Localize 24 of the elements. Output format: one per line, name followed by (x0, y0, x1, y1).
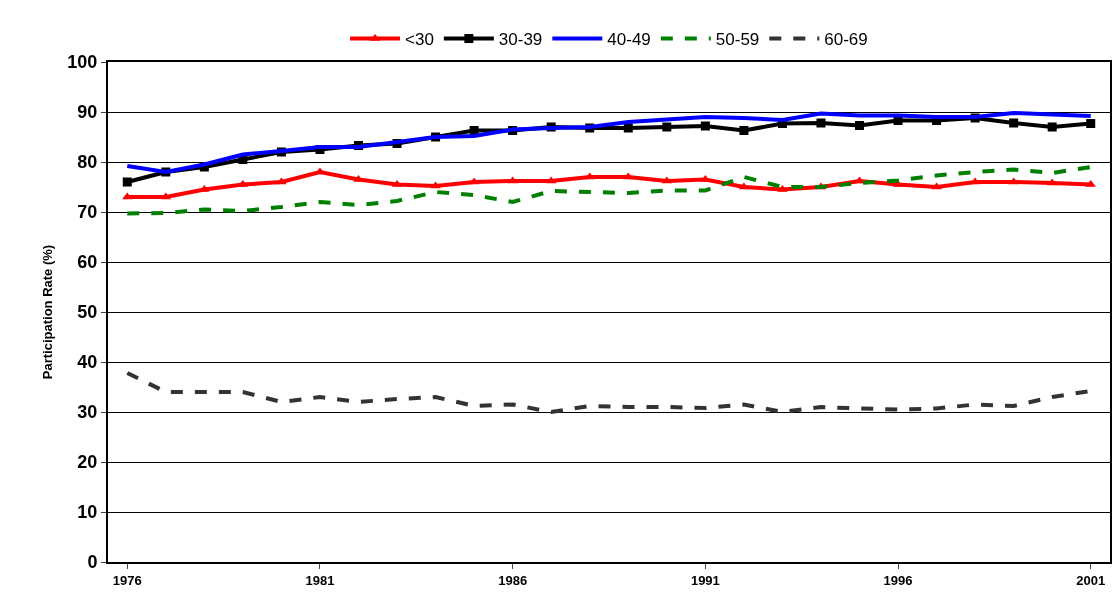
y-tick-label: 10 (77, 502, 98, 523)
x-tick-label: 1996 (883, 572, 913, 588)
y-tick-label: 20 (77, 452, 98, 473)
x-tick-label: 1991 (690, 572, 720, 588)
line-series (125, 165, 1093, 216)
legend-label: 30-39 (498, 30, 543, 50)
y-tick-label: 60 (77, 252, 98, 273)
y-tick-label: 0 (87, 552, 98, 573)
y-tick-label: 80 (77, 152, 98, 173)
y-tick-label: 90 (77, 102, 98, 123)
x-tick-label: 2001 (1076, 572, 1106, 588)
legend-label: 60-69 (824, 30, 868, 50)
y-tick-label: 70 (77, 202, 98, 223)
x-tick-label: 1986 (498, 572, 528, 588)
x-tick-label: 1976 (112, 572, 142, 588)
x-tick-label: 1981 (305, 572, 335, 588)
y-tick-label: 100 (67, 52, 98, 73)
legend-label: 40-49 (607, 30, 651, 50)
legend-label: 50-59 (715, 30, 760, 50)
y-tick-label: 40 (77, 352, 98, 373)
y-tick-label: 30 (77, 402, 98, 423)
y-axis-title: Participation Rate (%) (39, 244, 55, 380)
legend-label: <30 (405, 30, 434, 50)
y-tick-label: 50 (77, 302, 98, 323)
